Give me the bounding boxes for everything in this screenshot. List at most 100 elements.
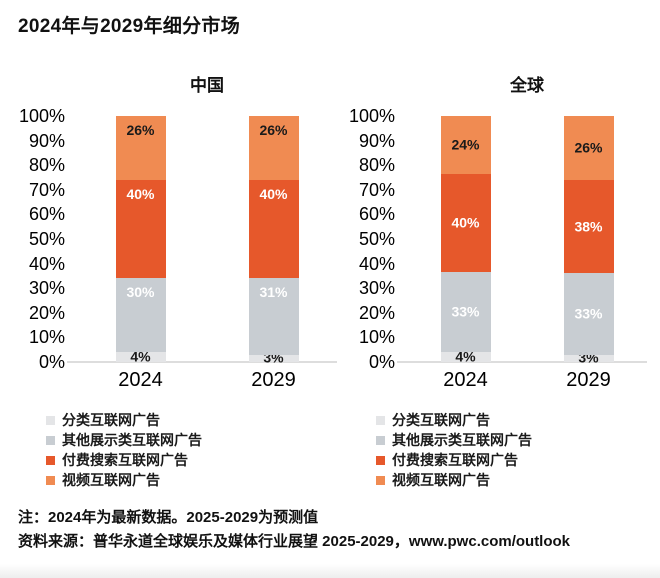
bar-segment-label: 26% [259, 122, 288, 139]
y-tick-label: 30% [28, 278, 65, 299]
chart-panel-global: 全球 100% 90% 80% 70% 60% 50% 40% 30% 20% 10% 0% 4% 33%… [348, 74, 650, 490]
legend-color-swatch [376, 415, 385, 425]
bar-segment: 26% [563, 116, 614, 180]
bar-segment-label: 31% [259, 284, 288, 301]
y-tick-label: 20% [28, 302, 65, 323]
legend-item: 分类互联网广告 [376, 410, 650, 430]
y-tick-label: 100% [348, 106, 395, 126]
legend-item: 视频互联网广告 [46, 470, 340, 490]
bar-segment-label: 38% [574, 218, 603, 235]
plot-area: 100% 90% 80% 70% 60% 50% 40% 30% 20% 10% 0% 4% 33% 40… [348, 106, 650, 372]
bar-segment: 33% [563, 273, 614, 355]
bar-segment: 4% [440, 348, 491, 365]
y-tick-label: 50% [28, 229, 65, 249]
y-tick-label: 10% [28, 327, 65, 348]
y-tick-label: 50% [358, 229, 395, 249]
bar-segment: 4% [115, 348, 166, 365]
bar-segment: 30% [115, 278, 166, 353]
y-tick-label: 20% [358, 302, 395, 323]
legend-item: 分类互联网广告 [46, 410, 340, 430]
y-tick-label: 80% [358, 155, 395, 176]
bar-column-2029: 3% 31% 40% 26% [248, 116, 299, 365]
legend-label: 分类互联网广告 [392, 412, 490, 428]
y-tick-label: 70% [358, 179, 395, 200]
y-tick-label: 80% [28, 155, 65, 176]
y-tick-label: 70% [28, 179, 65, 200]
legend-item: 付费搜索互联网广告 [376, 450, 650, 470]
bar-segment-label: 26% [574, 139, 603, 156]
source-line: 资料来源：普华永道全球娱乐及媒体行业展望 2025-2029，www.pwc.c… [18, 533, 571, 550]
plot-area: 100% 90% 80% 70% 60% 50% 40% 30% 20% 10% 0% 4% 30% 40… [18, 106, 340, 372]
y-axis: 100% 90% 80% 70% 60% 50% 40% 30% 20% 10% 0% [348, 106, 404, 372]
bar-segment: 31% [248, 278, 299, 355]
plot-region: 4% 30% 40% 26% 3% 31% 40% 26% [67, 116, 340, 365]
bar-segment: 40% [248, 179, 299, 279]
legend-item: 其他展示类互联网广告 [376, 430, 650, 450]
legend-color-swatch [376, 455, 385, 465]
bar-segment: 26% [115, 116, 166, 180]
legend-color-swatch [46, 455, 55, 465]
legend-color-swatch [46, 475, 55, 485]
y-tick-label: 90% [28, 130, 65, 151]
bar-segment: 40% [115, 179, 166, 279]
charts-row: 中国 100% 90% 80% 70% 60% 50% 40% 30% 20% 10% 0% 4% 30%… [18, 74, 650, 490]
bar-segment-label: 26% [126, 122, 155, 139]
bar-segment-label: 4% [130, 348, 151, 365]
x-tick-label: 2024 [443, 369, 488, 391]
bar-segment: 33% [440, 271, 491, 353]
bar-segment-label: 30% [126, 284, 155, 301]
page-title: 2024年与2029年细分市场 [18, 16, 241, 37]
bar-column-2029: 3% 33% 38% 26% [563, 116, 614, 365]
bar-segment: 38% [563, 179, 614, 274]
bar-segment-label: 33% [451, 303, 480, 320]
plot-region: 4% 33% 40% 24% 3% 33% 38% 26% [397, 116, 650, 365]
bars-row: 4% 30% 40% 26% 3% 31% 40% 26% [74, 116, 340, 365]
bar-segment-label: 4% [455, 348, 476, 365]
bar-segment-label: 33% [574, 305, 603, 322]
legend-item: 其他展示类互联网广告 [46, 430, 340, 450]
chart-subtitle-china: 中国 [190, 76, 224, 95]
bar-segment: 3% [563, 350, 614, 365]
bar-segment: 3% [248, 350, 299, 365]
y-tick-label: 100% [18, 106, 65, 126]
legend-label: 其他展示类互联网广告 [392, 432, 532, 448]
bar-column-2024: 4% 30% 40% 26% [115, 116, 166, 365]
x-axis: 2024 2029 [404, 368, 650, 392]
chart-panel-china: 中国 100% 90% 80% 70% 60% 50% 40% 30% 20% 10% 0% 4% 30%… [18, 74, 340, 490]
legend-label: 视频互联网广告 [392, 472, 490, 488]
y-tick-label: 0% [38, 352, 65, 372]
legend-item: 付费搜索互联网广告 [46, 450, 340, 470]
bar-column-2024: 4% 33% 40% 24% [440, 116, 491, 365]
bar-segment: 24% [440, 116, 491, 175]
y-tick-label: 30% [358, 278, 395, 299]
legend-color-swatch [376, 435, 385, 445]
legend-color-swatch [46, 435, 55, 445]
legend-item: 视频互联网广告 [376, 470, 650, 490]
bar-segment: 26% [248, 116, 299, 180]
bar-segment-label: 24% [451, 136, 480, 153]
legend-label: 付费搜索互联网广告 [392, 452, 518, 468]
bar-segment: 40% [440, 174, 491, 272]
bar-segment-label: 40% [451, 214, 480, 231]
x-axis-baseline [397, 361, 647, 363]
y-tick-label: 90% [358, 130, 395, 151]
chart-subtitle-global: 全球 [510, 76, 544, 95]
x-axis-baseline [67, 361, 337, 363]
bars-row: 4% 33% 40% 24% 3% 33% 38% 26% [404, 116, 650, 365]
bar-segment-label: 40% [259, 185, 288, 202]
bar-segment-label: 40% [126, 185, 155, 202]
note-line: 注：2024年为最新数据。2025-2029为预测值 [18, 509, 319, 526]
legend-color-swatch [46, 415, 55, 425]
x-tick-label: 2029 [251, 369, 296, 391]
notes: 注：2024年为最新数据。2025-2029为预测值 资料来源：普华永道全球娱乐… [18, 506, 650, 554]
y-tick-label: 60% [358, 204, 395, 225]
legend-color-swatch [376, 475, 385, 485]
legend: 分类互联网广告其他展示类互联网广告 付费搜索互联网广告 视频互联网广告 [46, 410, 340, 490]
y-tick-label: 0% [368, 352, 395, 372]
y-tick-label: 10% [358, 327, 395, 348]
legend-label: 分类互联网广告 [62, 412, 160, 428]
y-tick-label: 40% [28, 253, 65, 274]
x-axis: 2024 2029 [74, 368, 340, 392]
legend: 分类互联网广告其他展示类互联网广告 付费搜索互联网广告 视频互联网广告 [376, 410, 650, 490]
